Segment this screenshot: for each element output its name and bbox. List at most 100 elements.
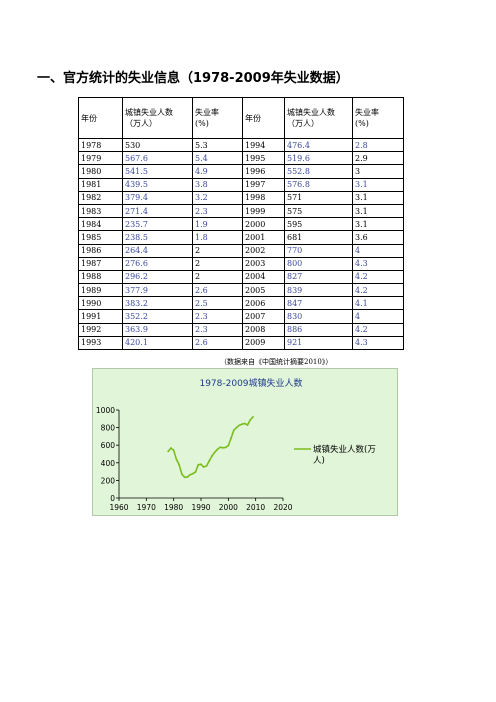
cell-rate: 3.1: [352, 177, 404, 192]
cell-unemployed: 363.9: [122, 322, 193, 337]
cell-unemployed: 379.4: [122, 190, 193, 205]
cell-unemployed: 830: [284, 309, 353, 324]
header-unemployment-rate: 失业率 (%): [192, 97, 243, 139]
cell-unemployed: 476.4: [284, 137, 353, 153]
x-tick-label: 2020: [273, 503, 292, 512]
cell-year: 1999: [242, 203, 285, 219]
cell-unemployed: 839: [284, 283, 353, 298]
data-point: [200, 463, 202, 466]
header-urban-unemployed: 城镇失业人数 （万人）: [284, 97, 353, 139]
cell-unemployed: 921: [284, 335, 353, 351]
data-point: [221, 446, 224, 449]
header-year: 年份: [242, 97, 285, 139]
table-row: 1980 541.5 4.9 1996 552.8 3: [78, 164, 404, 179]
cell-unemployed: 770: [284, 243, 353, 258]
cell-year: 1981: [78, 177, 123, 192]
y-tick-label: 600: [101, 441, 116, 450]
cell-rate: 2.5: [192, 296, 243, 311]
cell-year: 2009: [242, 335, 285, 351]
table-row: 1986 264.4 2 2002 770 4: [78, 243, 404, 258]
unemployment-table: 年份 城镇失业人数 （万人） 失业率 (%) 年份 城镇失业人数 （万人） 失业…: [78, 97, 404, 351]
data-point: [205, 465, 208, 467]
data-point: [172, 449, 175, 452]
cell-year: 1992: [78, 322, 123, 337]
cell-unemployed: 595: [284, 217, 353, 232]
x-tick-label: 1960: [109, 503, 128, 512]
cell-unemployed: 567.6: [122, 151, 193, 166]
data-point: [252, 416, 254, 418]
cell-rate: 2.6: [192, 335, 243, 351]
cell-year: 1993: [78, 335, 123, 351]
data-point: [208, 460, 211, 462]
cell-unemployed: 576.8: [284, 177, 353, 192]
cell-unemployed: 552.8: [284, 164, 353, 179]
cell-rate: 4: [352, 243, 404, 258]
table-row: 1987 276.6 2 2003 800 4.3: [78, 256, 404, 271]
data-point: [243, 422, 246, 425]
table-row: 1993 420.1 2.6 2009 921 4.3: [78, 335, 404, 351]
data-point: [183, 476, 186, 479]
cell-rate: 4: [352, 309, 404, 324]
data-point: [238, 424, 241, 427]
y-tick-label: 1000: [96, 406, 115, 415]
cell-year: 2000: [242, 217, 285, 232]
table-row: 1988 296.2 2 2004 827 4.2: [78, 269, 404, 285]
cell-rate: 3.1: [352, 190, 404, 205]
cell-rate: 4.2: [352, 283, 404, 298]
cell-unemployed: 886: [284, 322, 353, 337]
data-point: [232, 429, 235, 432]
cell-year: 1985: [78, 230, 123, 245]
cell-rate: 3.8: [192, 177, 243, 192]
cell-rate: 4.9: [192, 164, 243, 179]
y-tick-label: 800: [101, 424, 116, 433]
table-row: 1989 377.9 2.6 2005 839 4.2: [78, 283, 404, 298]
cell-year: 2005: [242, 283, 285, 298]
data-point: [211, 455, 213, 457]
table-row: 1992 363.9 2.3 2008 886 4.2: [78, 322, 404, 337]
cell-year: 1987: [78, 256, 123, 271]
cell-year: 2003: [242, 256, 285, 271]
data-point: [230, 437, 232, 439]
cell-rate: 3.1: [352, 217, 404, 232]
table-row: 1983 271.4 2.3 1999 575 3.1: [78, 203, 404, 219]
cell-rate: 5.3: [192, 137, 243, 153]
table-row: 1981 439.5 3.8 1997 576.8 3.1: [78, 177, 404, 192]
cell-rate: 1.8: [192, 230, 243, 245]
cell-year: 1991: [78, 309, 123, 324]
data-point: [189, 473, 191, 476]
table-row: 1991 352.2 2.3 2007 830 4: [78, 309, 404, 324]
x-tick-label: 1990: [191, 503, 210, 512]
y-tick-label: 200: [101, 476, 116, 485]
header-urban-unemployed: 城镇失业人数 （万人）: [122, 97, 193, 139]
cell-year: 1997: [242, 177, 285, 192]
cell-rate: 4.3: [352, 335, 404, 351]
cell-rate: 2.8: [352, 137, 404, 153]
table-row: 1985 238.5 1.8 2001 681 3.6: [78, 230, 404, 245]
data-point: [180, 473, 183, 476]
cell-year: 2008: [242, 322, 285, 337]
cell-year: 1994: [242, 137, 285, 153]
cell-unemployed: 352.2: [122, 309, 193, 324]
cell-unemployed: 235.7: [122, 217, 193, 232]
x-tick-label: 2010: [246, 503, 265, 512]
cell-unemployed: 238.5: [122, 230, 193, 245]
data-point: [178, 463, 181, 466]
legend-label: 城镇失业人数(万人): [313, 444, 376, 466]
data-point: [227, 444, 230, 447]
cell-unemployed: 681: [284, 230, 353, 245]
data-point: [241, 423, 243, 426]
cell-unemployed: 271.4: [122, 203, 193, 219]
cell-year: 1988: [78, 269, 123, 285]
x-tick-label: 1980: [164, 503, 183, 512]
cell-unemployed: 383.2: [122, 296, 193, 311]
cell-rate: 3: [352, 164, 404, 179]
source-note: （数据来自《中国统计摘要2010》）: [220, 358, 333, 366]
cell-rate: 2.3: [192, 322, 243, 337]
cell-year: 1984: [78, 217, 123, 232]
header-text: 城镇失业人数 （万人）: [287, 108, 335, 128]
y-tick-label: 400: [101, 459, 116, 468]
cell-unemployed: 800: [284, 256, 353, 271]
data-point: [246, 424, 249, 426]
header-year: 年份: [78, 97, 123, 139]
cell-year: 2007: [242, 309, 285, 324]
